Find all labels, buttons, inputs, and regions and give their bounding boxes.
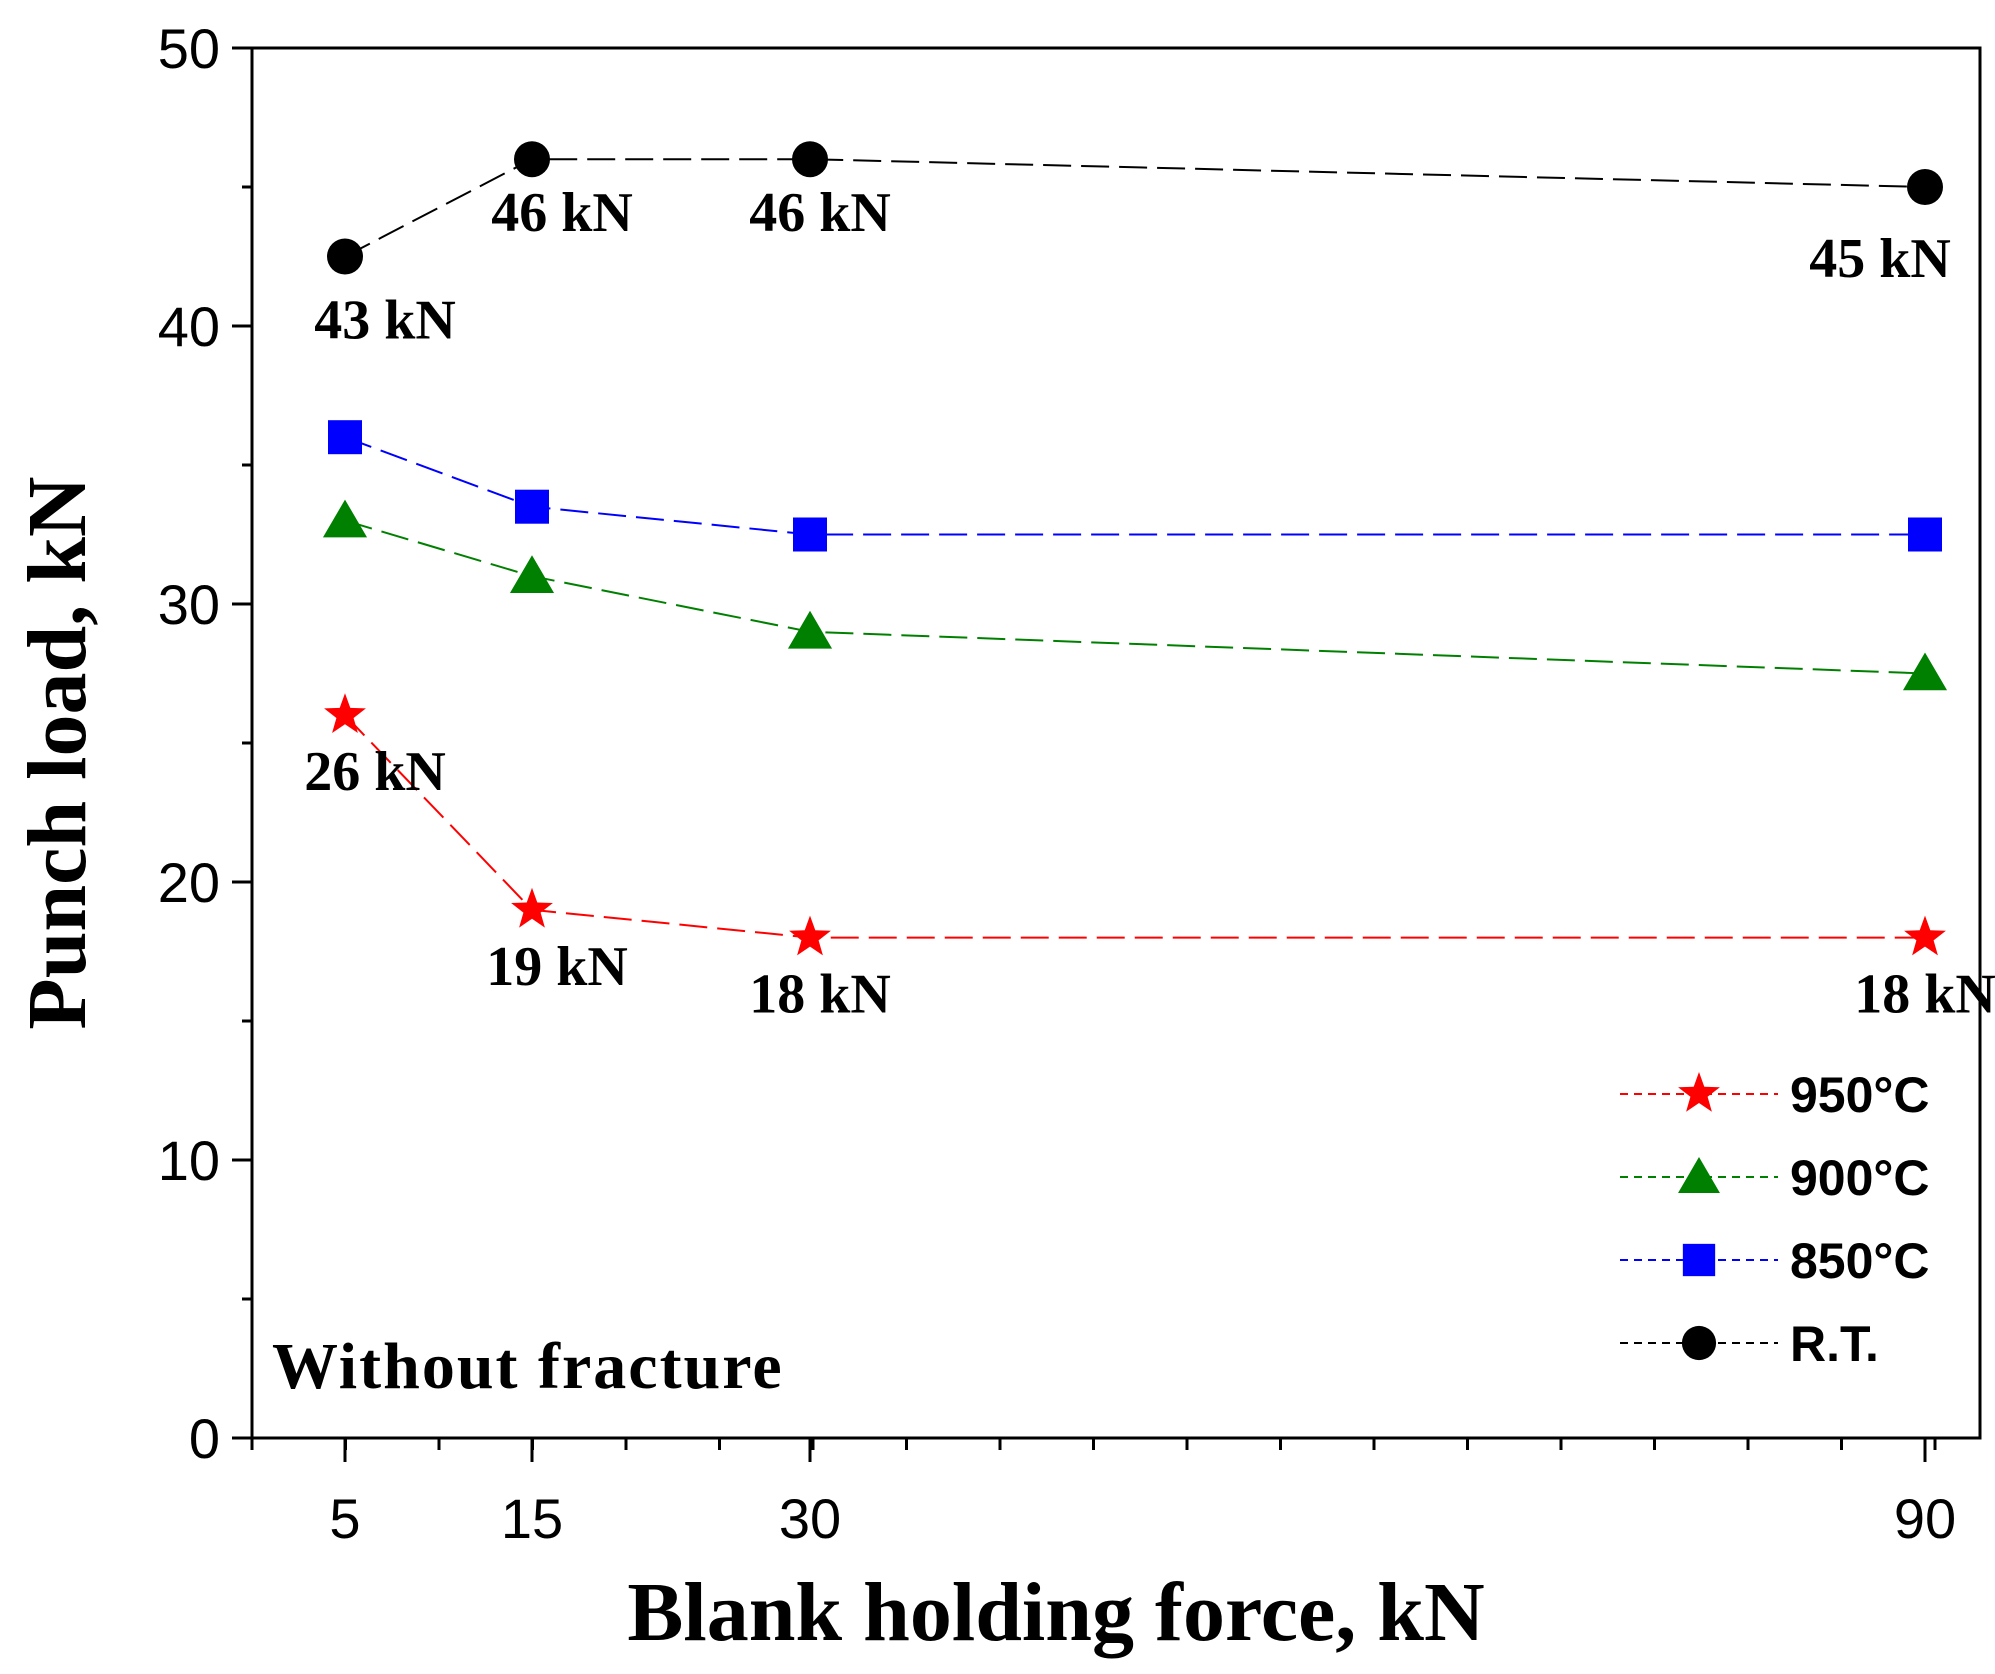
y-tick-label: 40: [158, 295, 220, 358]
y-tick-label: 0: [189, 1407, 220, 1470]
legend-label-rt: R.T.: [1790, 1316, 1879, 1372]
axes: 0 10 20 30 40 50 5 15 30 90: [158, 17, 1982, 1550]
data-label-950c: 26 kN: [304, 741, 446, 803]
series-line-950c: [344, 714, 1925, 939]
x-tick-label: 90: [1894, 1487, 1956, 1550]
data-label-950c: 18 kN: [749, 964, 891, 1026]
data-label-950c: 19 kN: [486, 936, 628, 998]
series-line-900c: [344, 519, 1926, 675]
data-point-950c: [511, 887, 553, 928]
data-point-rt: [327, 238, 363, 275]
data-point-900c: [509, 555, 555, 593]
x-tick-label: 5: [329, 1487, 360, 1550]
data-point-rt: [514, 141, 550, 178]
data-point-850c: [793, 517, 827, 552]
data-label-rt: 45 kN: [1809, 228, 1951, 290]
data-point-950c: [1904, 915, 1946, 956]
legend-marker-900c: [1678, 1157, 1720, 1193]
x-tick-label: 30: [779, 1487, 841, 1550]
y-tick-label: 50: [158, 17, 220, 80]
data-point-950c: [789, 915, 831, 956]
data-point-850c: [515, 489, 549, 524]
plot-frame: [250, 46, 1982, 1440]
y-tick-label: 20: [158, 851, 220, 914]
data-label-rt: 46 kN: [491, 182, 633, 244]
data-point-900c: [787, 610, 833, 649]
legend-marker-850c: [1682, 1243, 1716, 1277]
y-tick-label: 10: [158, 1129, 220, 1192]
y-axis-title: Punch load, kN: [11, 476, 104, 1029]
data-point-900c: [322, 499, 368, 538]
legend-label-950c: 950°C: [1790, 1067, 1930, 1123]
data-point-850c: [1908, 517, 1942, 552]
series-line-850c: [344, 436, 1925, 536]
data-point-850c: [328, 420, 362, 455]
data-point-900c: [1902, 652, 1948, 691]
legend-label-900c: 900°C: [1790, 1150, 1930, 1206]
legend: 950°C 900°C 850°C R.T.: [1620, 1067, 1930, 1372]
x-tick-label: 15: [501, 1487, 563, 1550]
data-point-rt: [1907, 169, 1943, 205]
data-label-950c: 18 kN: [1854, 964, 1995, 1026]
data-labels: 26 kN 19 kN 18 kN 18 kN 43 kN 46 kN 46 kN 45 kN: [304, 182, 1995, 1025]
data-label-rt: 43 kN: [314, 290, 456, 352]
x-axis-title: Blank holding force, kN: [627, 1566, 1484, 1659]
data-point-950c: [324, 693, 366, 733]
series-line-rt: [344, 158, 1926, 258]
legend-marker-950c: [1678, 1072, 1720, 1112]
data-point-rt: [792, 141, 828, 178]
y-tick-label: 30: [158, 573, 220, 636]
series-layer: [322, 141, 1948, 956]
legend-label-850c: 850°C: [1790, 1233, 1930, 1289]
without-fracture-annotation: Without fracture: [272, 1330, 784, 1403]
data-label-rt: 46 kN: [749, 182, 891, 244]
legend-marker-rt: [1681, 1325, 1717, 1361]
